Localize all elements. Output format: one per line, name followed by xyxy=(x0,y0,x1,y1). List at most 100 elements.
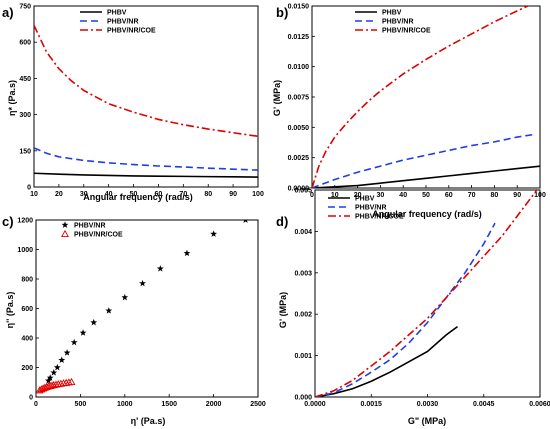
panel-b: b) Angular frequency (rad/s) G' (MPa) 0 1… xyxy=(272,4,546,220)
x-tick-label: 90 xyxy=(229,191,237,198)
legend-marker-star xyxy=(61,221,69,228)
y-tick-label: 0 xyxy=(29,395,33,402)
y-tick-label: 1200 xyxy=(17,218,33,225)
y-tick-label: 0.0125 xyxy=(288,34,310,41)
data-point-star xyxy=(243,220,248,223)
series-line-2 xyxy=(34,24,258,138)
y-tick-label: 600 xyxy=(19,40,31,47)
x-tick-label: 30 xyxy=(377,192,385,199)
series-line-1 xyxy=(312,133,534,188)
y-tick-label: 800 xyxy=(21,277,33,284)
series-line-2 xyxy=(312,6,530,188)
data-point-star xyxy=(183,249,191,257)
panel-d-xlabel: G" (MPa) xyxy=(408,416,446,426)
panel-c-ylabel: η'' (Pa.s) xyxy=(5,292,15,329)
panel-b-ylabel: G' (MPa) xyxy=(272,80,282,116)
plot-data xyxy=(315,190,538,397)
plot-data xyxy=(312,6,540,188)
series-line-0 xyxy=(315,325,458,397)
legend-marker-triangle xyxy=(61,229,69,238)
data-point-star xyxy=(63,349,71,356)
x-tick-label: 0.0045 xyxy=(473,401,495,408)
x-tick-label: 40 xyxy=(105,191,113,198)
panel-a-ylabel: η* (Pa.s) xyxy=(7,80,17,116)
y-tick-label: 0.0075 xyxy=(288,95,310,102)
legend-label: PHBV/NR xyxy=(74,223,106,230)
data-point-triangle xyxy=(36,386,44,394)
y-tick-label: 0.002 xyxy=(294,312,312,319)
x-tick-label: 100 xyxy=(252,191,264,198)
y-tick-label: 0.0000 xyxy=(288,186,310,193)
x-tick-label: 0.0015 xyxy=(361,401,383,408)
data-point-star xyxy=(156,265,164,272)
x-tick-label: 0 xyxy=(310,192,314,199)
plot-frame xyxy=(33,5,259,188)
legend-label: PHBV/NR xyxy=(355,205,387,212)
y-tick-label: 0.004 xyxy=(294,229,312,236)
x-tick-label: 30 xyxy=(80,191,88,198)
y-tick-label: 150 xyxy=(19,148,31,155)
legend-label: PHBV xyxy=(382,10,402,17)
x-tick-label: 80 xyxy=(204,191,212,198)
x-tick-label: 2500 xyxy=(250,401,266,408)
data-point-triangle xyxy=(67,377,76,385)
panel-label-c: c) xyxy=(2,214,14,229)
legend-label: PHBV/NR/COE xyxy=(355,214,404,221)
data-point-star xyxy=(90,318,98,326)
plot-data xyxy=(34,24,258,178)
x-tick-label: 60 xyxy=(445,192,453,199)
legend-label: PHBV xyxy=(107,10,127,17)
x-tick-label: 1000 xyxy=(117,401,133,408)
x-tick-label: 10 xyxy=(30,191,38,198)
y-tick-label: 0.003 xyxy=(294,270,312,277)
y-tick-label: 0.001 xyxy=(294,353,312,360)
data-point-star xyxy=(58,356,66,364)
series-line-0 xyxy=(34,172,258,178)
panel-a: a) Angular frequency (rad/s) η* (Pa.s) 1… xyxy=(2,4,264,203)
series-line-1 xyxy=(34,147,258,171)
panel-d: d) G" (MPa) G' (MPa) 0.0000 0.0015 0.0030 0… xyxy=(276,188,550,427)
x-tick-label: 10 xyxy=(331,192,339,199)
panel-d-ylabel: G' (MPa) xyxy=(278,292,288,328)
plot-data xyxy=(36,220,248,394)
x-tick-label: 70 xyxy=(179,191,187,198)
y-tick-label: 200 xyxy=(21,365,33,372)
data-point-star xyxy=(50,369,58,376)
data-point-triangle xyxy=(37,385,46,393)
y-tick-label: 400 xyxy=(21,336,33,343)
data-point-star xyxy=(45,377,52,384)
x-tick-label: 90 xyxy=(513,192,521,199)
panel-a-xlabel: Angular frequency (rad/s) xyxy=(83,192,193,202)
legend-label: PHBV xyxy=(355,196,375,203)
data-point-star xyxy=(53,363,61,371)
x-tick-label: 70 xyxy=(468,192,476,199)
y-tick-label: 600 xyxy=(21,306,33,313)
panel-label-b: b) xyxy=(276,5,288,20)
data-point-star xyxy=(79,329,87,336)
x-tick-label: 20 xyxy=(354,192,362,199)
data-point-star xyxy=(210,230,218,237)
panel-c-xlabel: η' (Pa.s) xyxy=(131,416,166,426)
x-tick-label: 80 xyxy=(491,192,499,199)
x-tick-label: 20 xyxy=(55,191,63,198)
x-tick-label: 500 xyxy=(75,401,87,408)
legend-label: PHBV/NR xyxy=(107,19,139,26)
x-tick-label: 2000 xyxy=(206,401,222,408)
series-line-1 xyxy=(315,222,496,397)
panel-label-a: a) xyxy=(2,5,14,20)
data-point-star xyxy=(121,293,129,301)
plot-frame xyxy=(35,219,259,398)
panel-c: c) η' (Pa.s) η'' (Pa.s) 0 500 1000 1500 2000… xyxy=(2,214,266,426)
y-tick-label: 300 xyxy=(19,112,31,119)
y-tick-label: 0.005 xyxy=(294,188,312,195)
y-tick-label: 0.0050 xyxy=(288,125,310,132)
x-tick-label: 0 xyxy=(34,401,38,408)
y-tick-label: 0.000 xyxy=(294,395,312,402)
panel-b-xlabel: Angular frequency (rad/s) xyxy=(372,209,482,219)
data-point-star xyxy=(70,338,78,346)
y-tick-label: 0.0150 xyxy=(288,4,310,11)
legend-label: PHBV/NR xyxy=(382,19,414,26)
data-point-star xyxy=(139,279,146,287)
series-line-0 xyxy=(312,165,540,188)
